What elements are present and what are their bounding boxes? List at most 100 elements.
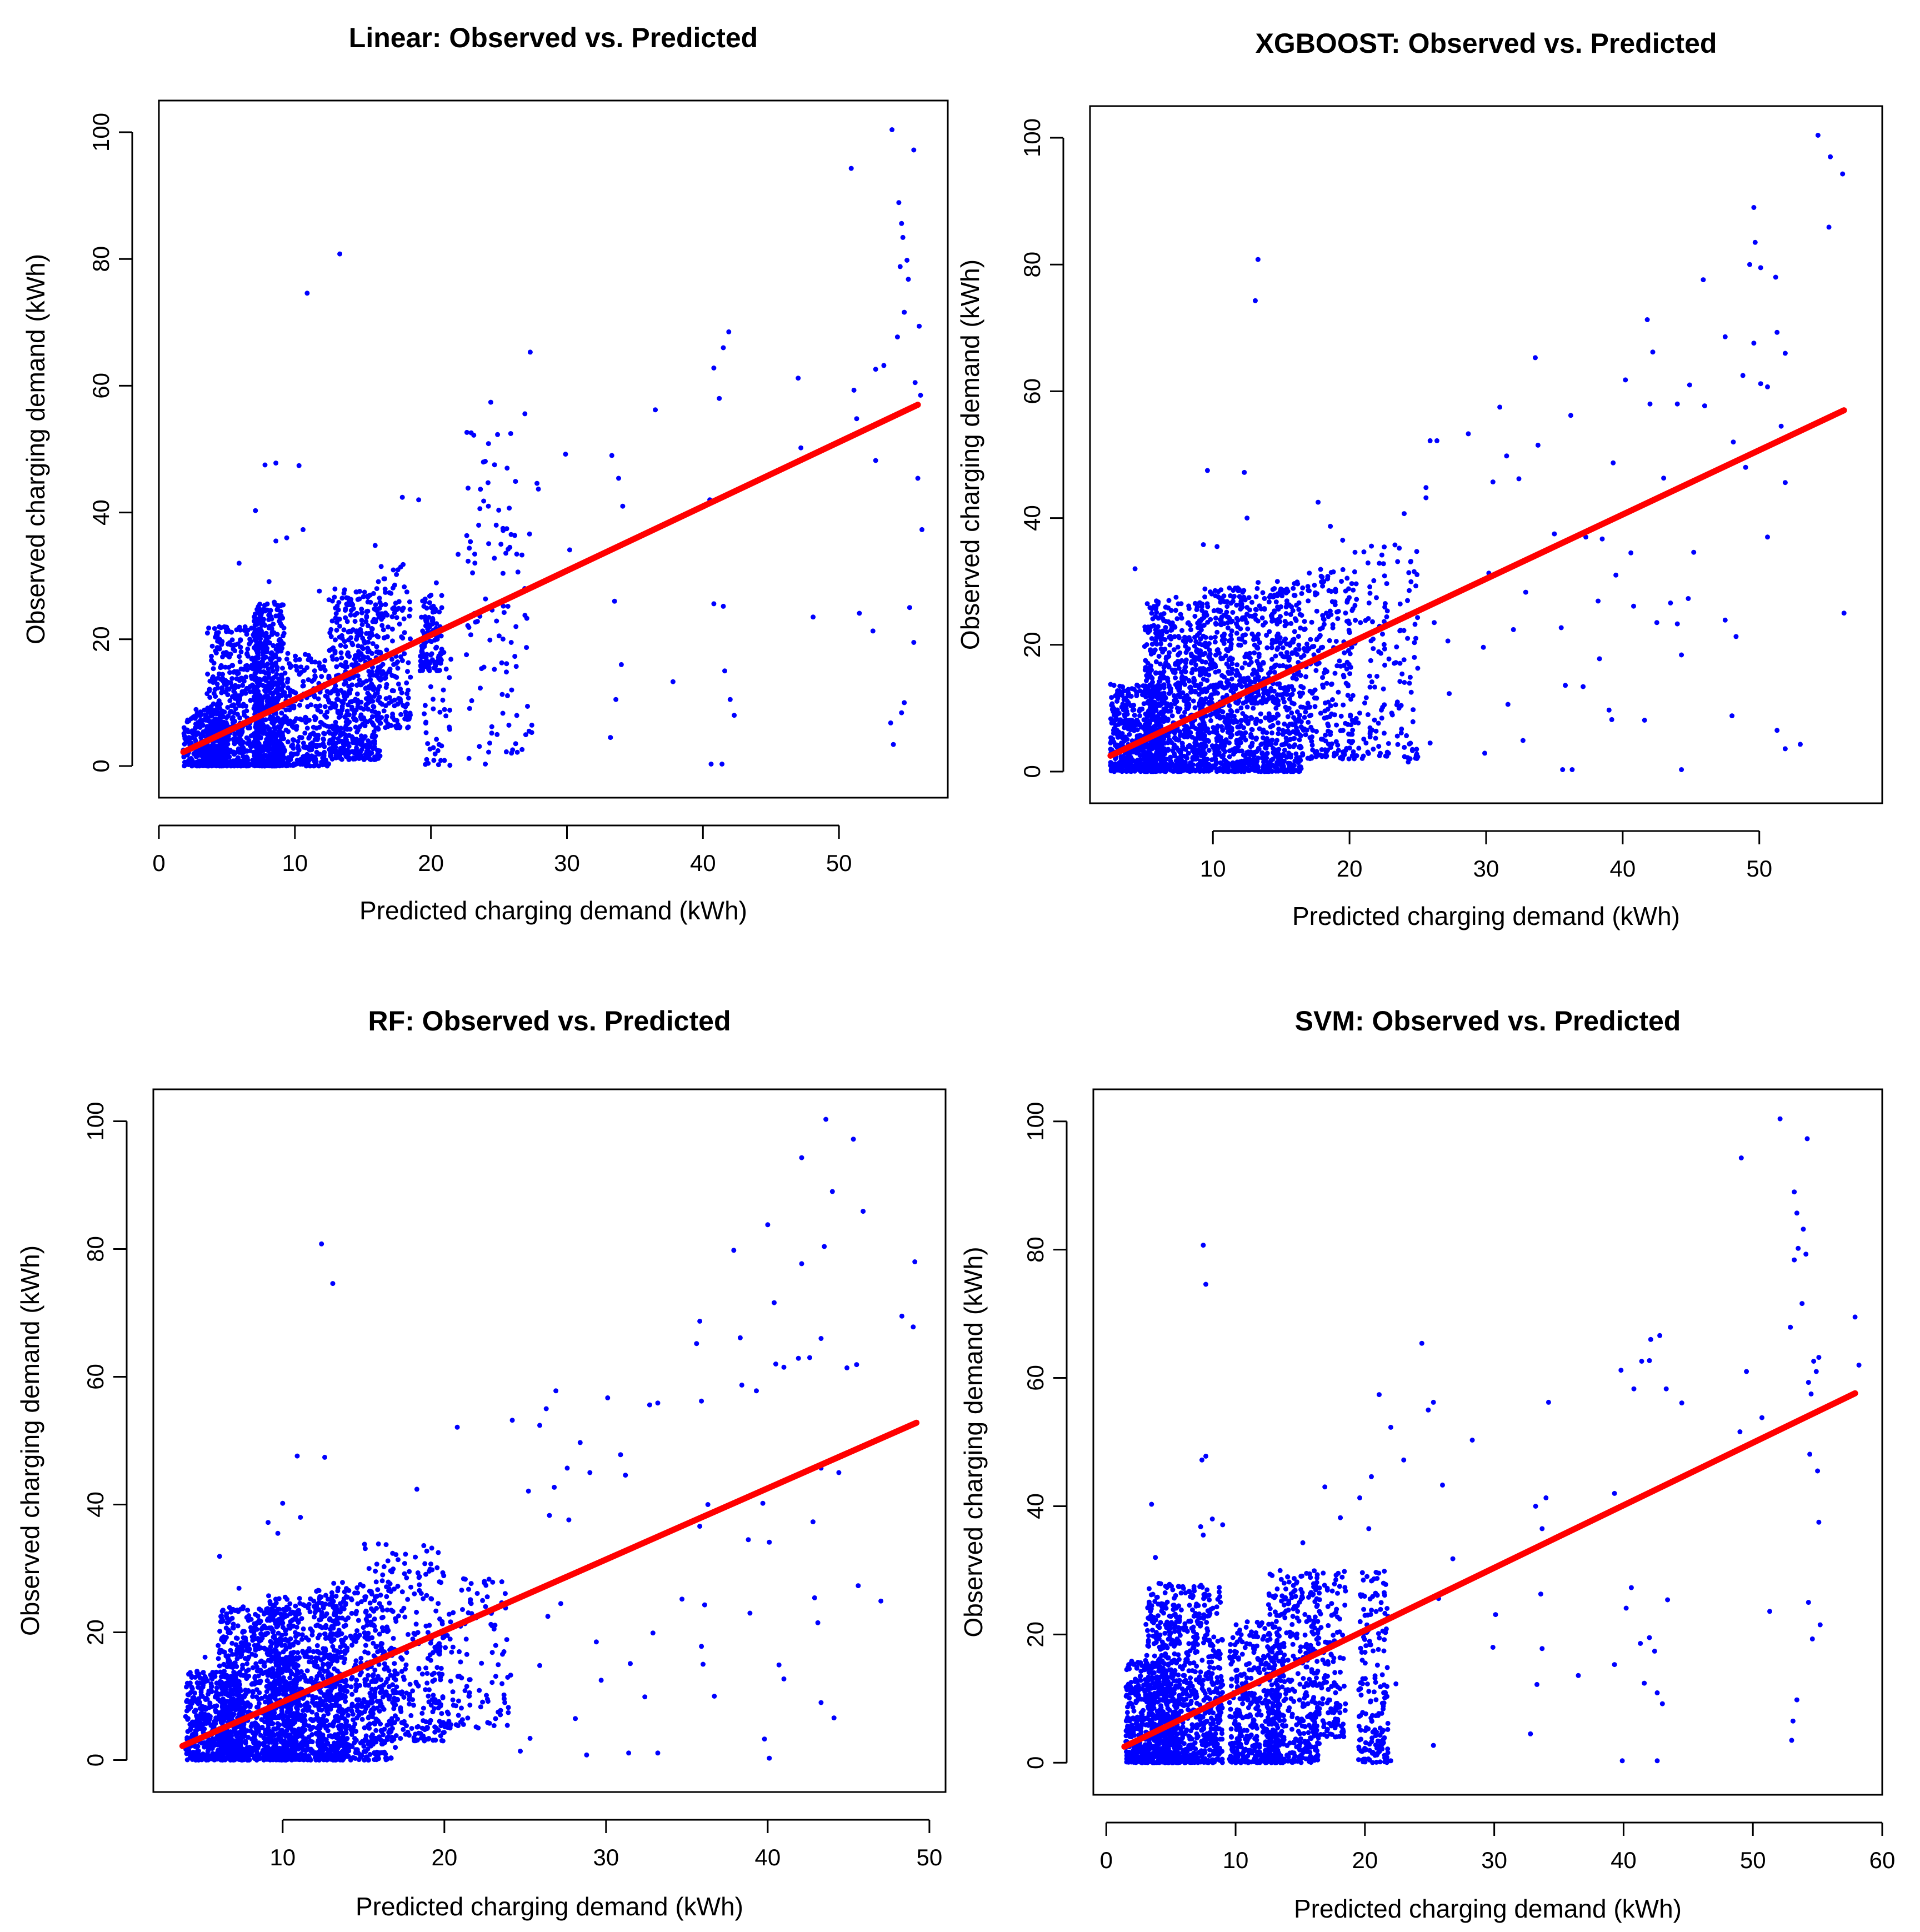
data-point — [235, 641, 241, 647]
data-point — [440, 697, 446, 703]
data-point — [358, 712, 364, 718]
data-point — [378, 564, 384, 569]
data-point — [333, 740, 339, 746]
data-point — [1289, 684, 1294, 689]
data-point — [1172, 698, 1177, 703]
chart-title: XGBOOST: Observed vs. Predicted — [1256, 28, 1717, 59]
data-point — [254, 655, 259, 661]
data-point — [1258, 711, 1263, 717]
data-point — [295, 739, 301, 744]
data-point — [1273, 599, 1279, 605]
data-point — [483, 762, 488, 767]
data-point — [1168, 621, 1173, 627]
data-point — [1198, 734, 1204, 739]
data-point — [434, 621, 439, 627]
data-point — [194, 713, 199, 718]
data-point — [263, 683, 268, 689]
data-point — [1178, 749, 1184, 754]
data-point — [563, 452, 568, 457]
data-point — [501, 610, 507, 615]
data-point — [329, 618, 335, 624]
data-point — [321, 751, 326, 757]
data-point — [420, 598, 426, 604]
data-point — [376, 665, 381, 670]
data-point — [1208, 718, 1213, 723]
data-point — [264, 601, 270, 607]
data-point — [1171, 647, 1177, 653]
data-point — [493, 522, 499, 528]
data-point — [304, 291, 310, 296]
data-point — [1217, 744, 1222, 749]
data-point — [355, 701, 361, 707]
data-point — [347, 597, 352, 602]
data-point — [1148, 674, 1153, 679]
data-point — [329, 723, 335, 729]
data-point — [364, 749, 369, 754]
data-point — [1148, 757, 1153, 762]
data-point — [374, 586, 379, 592]
data-point — [381, 708, 387, 714]
data-point — [381, 635, 387, 640]
data-point — [486, 480, 491, 485]
data-point — [338, 745, 343, 751]
data-point — [1247, 607, 1252, 613]
data-point — [357, 754, 362, 760]
data-point — [1234, 630, 1239, 636]
data-point — [1177, 733, 1183, 738]
data-point — [240, 683, 246, 688]
data-point — [311, 763, 317, 769]
data-point — [225, 705, 231, 710]
data-point — [354, 610, 359, 616]
data-point — [492, 555, 497, 561]
data-point — [466, 755, 472, 761]
data-point — [1261, 695, 1266, 700]
data-point — [513, 664, 519, 669]
data-point — [200, 752, 206, 758]
data-point — [432, 751, 438, 757]
data-point — [311, 677, 317, 682]
data-point — [1218, 708, 1223, 714]
plot-frame — [158, 99, 949, 799]
data-point — [222, 624, 228, 630]
data-point — [234, 669, 240, 674]
data-point — [1230, 610, 1236, 615]
y-tick-label: 80 — [88, 246, 114, 272]
data-point — [396, 681, 401, 687]
data-point — [209, 658, 214, 663]
data-point — [711, 601, 717, 607]
data-point — [365, 645, 371, 651]
data-point — [1129, 718, 1134, 723]
data-point — [1134, 693, 1139, 698]
data-point — [253, 733, 259, 739]
data-point — [229, 717, 235, 722]
data-point — [427, 746, 433, 752]
data-point — [1158, 612, 1164, 618]
data-point — [234, 676, 239, 682]
data-point — [1158, 752, 1164, 757]
data-point — [223, 755, 229, 760]
data-point — [273, 538, 279, 544]
data-point — [357, 596, 362, 602]
data-point — [322, 704, 328, 709]
data-point — [260, 620, 266, 625]
data-point — [269, 739, 275, 744]
data-point — [245, 758, 251, 763]
data-point — [181, 754, 187, 760]
data-point — [383, 602, 388, 607]
data-point — [487, 740, 492, 746]
data-point — [206, 625, 212, 631]
data-point — [375, 687, 381, 693]
data-point — [1213, 593, 1218, 598]
data-point — [427, 600, 432, 605]
data-point — [1181, 679, 1186, 684]
data-point — [387, 695, 392, 700]
y-tick-label: 40 — [88, 499, 114, 525]
data-point — [225, 641, 231, 647]
data-point — [1166, 598, 1172, 603]
data-point — [1191, 698, 1196, 704]
data-point — [299, 735, 304, 740]
data-point — [333, 703, 338, 708]
data-point — [1173, 675, 1178, 680]
data-point — [360, 635, 366, 641]
y-tick-label: 0 — [1019, 765, 1045, 778]
